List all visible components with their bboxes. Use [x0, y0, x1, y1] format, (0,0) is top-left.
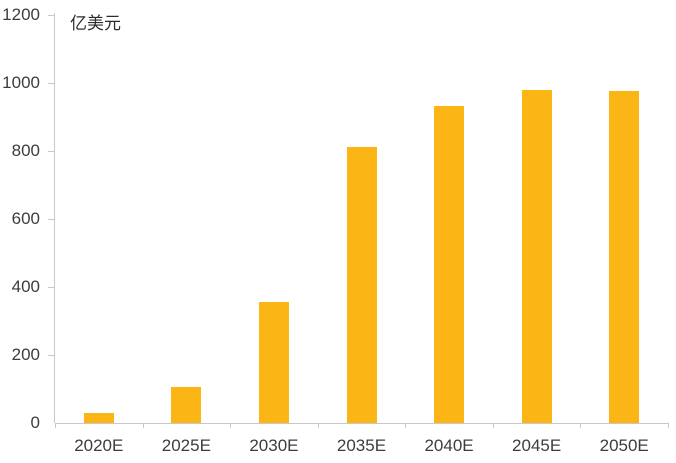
x-tick-mark: [405, 423, 407, 428]
y-tick-label: 400: [11, 277, 40, 296]
bar-2050E: [609, 90, 640, 423]
y-tick-label: 200: [11, 345, 40, 364]
y-tick-mark: [48, 83, 55, 84]
x-tick-label: 2030E: [249, 436, 299, 455]
x-tick-mark: [230, 423, 232, 428]
x-tick-mark: [492, 423, 494, 428]
x-tick-mark: [142, 423, 144, 428]
bar-2025E: [171, 386, 202, 423]
x-tick-label: 2020E: [74, 436, 124, 455]
bar-2045E: [521, 89, 552, 423]
x-tick-label: 2035E: [336, 436, 387, 455]
y-tick-mark: [48, 287, 55, 288]
y-axis-line: [54, 13, 55, 423]
y-tick-mark: [48, 355, 55, 356]
bar-2040E: [434, 106, 465, 423]
bar-2030E: [258, 301, 289, 423]
x-tick-label: 2050E: [599, 436, 649, 455]
y-tick-mark: [48, 151, 55, 152]
bar-2035E: [346, 146, 377, 423]
y-tick-label: 600: [11, 209, 40, 228]
y-tick-label: 1200: [2, 5, 40, 24]
bar-2020E: [83, 412, 114, 423]
x-tick-label: 2045E: [512, 436, 562, 455]
x-tick-mark: [668, 423, 669, 428]
x-tick-mark: [55, 423, 56, 428]
y-tick-mark: [48, 219, 55, 220]
x-tick-mark: [317, 423, 319, 428]
x-tick-mark: [580, 423, 582, 428]
y-tick-mark: [48, 15, 55, 16]
y-tick-label: 0: [30, 413, 40, 432]
x-tick-label: 2025E: [161, 436, 211, 455]
y-tick-label: 800: [11, 141, 40, 160]
y-tick-label: 1000: [2, 73, 40, 92]
x-tick-label: 2040E: [424, 436, 474, 455]
y-axis-unit-label: 亿美元: [70, 14, 121, 34]
x-axis-line: [55, 423, 668, 424]
